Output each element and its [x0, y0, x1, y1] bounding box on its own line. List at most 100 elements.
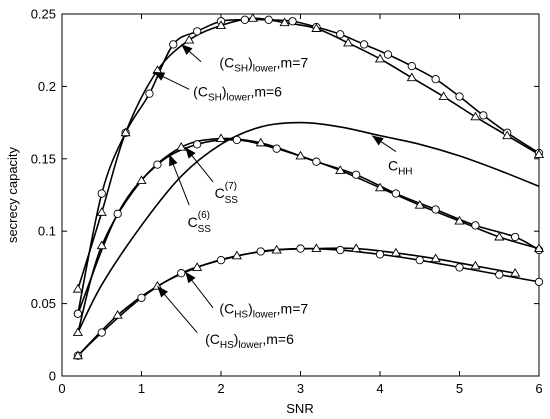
annotation-base: C	[215, 185, 225, 201]
point-hs6	[311, 243, 322, 253]
point-hs6	[271, 244, 282, 254]
point-ss7	[113, 209, 122, 218]
point-hs7	[97, 328, 106, 337]
point-sh6	[406, 72, 417, 82]
x-tick-label: 0	[58, 381, 65, 396]
point-hs6	[192, 262, 203, 271]
point-sh7	[407, 61, 416, 71]
y-tick-label: 0.2	[38, 79, 56, 94]
x-tick-label: 3	[297, 381, 304, 396]
point-hs7	[137, 293, 146, 302]
annotation-base: (C	[205, 331, 220, 347]
point-hs7	[256, 247, 265, 256]
arrow-head-ann_hs7	[185, 271, 196, 284]
arrow-head-ann_sh7	[181, 44, 193, 56]
point-ss6	[215, 133, 227, 142]
y-tick-label: 0.1	[38, 224, 56, 239]
point-ss6	[136, 175, 147, 184]
arrow-head-ann_sh6	[153, 71, 166, 81]
point-hs7	[534, 277, 544, 287]
point-hs7	[495, 270, 504, 279]
annotation-base: (C	[219, 55, 234, 71]
point-ss6	[335, 165, 346, 174]
point-sh7	[264, 15, 273, 24]
point-ss6	[176, 142, 187, 151]
arrow-head-ann_hs6	[157, 286, 168, 298]
point-sh6	[374, 53, 386, 63]
point-hs7	[336, 245, 345, 255]
annotation-sub: SH	[208, 93, 222, 104]
annotation-label-ann_sh6: (CSH)lower,m=6	[193, 84, 282, 104]
point-ss7	[312, 157, 321, 166]
x-tick-label: 5	[456, 381, 463, 396]
point-ss7	[272, 144, 281, 153]
y-tick-label: 0.25	[31, 7, 56, 22]
point-hs6	[72, 350, 83, 360]
annotation-label-ann_hh: CHH	[388, 157, 413, 177]
point-sh6	[502, 130, 513, 140]
point-sh6	[120, 127, 131, 137]
annotation-rest: ,m=7	[277, 55, 309, 71]
annotation-tail: )	[248, 55, 253, 71]
annotation-tail: )	[248, 301, 253, 317]
annotation-sub2: lower	[253, 64, 278, 75]
point-ss6	[454, 215, 465, 225]
annotation-sub: HS	[220, 340, 234, 351]
annotation-sub: SS	[198, 224, 212, 235]
x-tick-label: 4	[376, 381, 383, 396]
point-ss6	[255, 137, 266, 147]
point-ss6	[533, 243, 545, 253]
y-tick-label: 0	[49, 369, 56, 384]
point-sh6	[470, 111, 481, 121]
annotation-label-ann_hs6: (CHS)lower,m=6	[205, 331, 294, 351]
point-sh6	[343, 37, 354, 47]
point-hs6	[231, 250, 242, 260]
point-ss6	[295, 150, 306, 160]
annotation-rest: ,m=7	[277, 301, 309, 317]
point-sh6	[279, 17, 290, 27]
point-sh6	[215, 20, 227, 30]
point-ss7	[431, 205, 440, 214]
point-sh7	[383, 50, 393, 59]
annotation-tail: )	[234, 331, 239, 347]
point-sh6	[311, 23, 322, 32]
point-hs6	[351, 243, 362, 253]
annotation-sub2: lower	[238, 340, 263, 351]
point-sh7	[145, 89, 154, 98]
point-sh7	[336, 30, 345, 39]
point-hs7	[375, 250, 385, 259]
annotation-base: C	[188, 214, 198, 230]
y-tick-label: 0.05	[31, 296, 56, 311]
x-tick-label: 6	[535, 381, 542, 396]
point-sh7	[479, 111, 488, 120]
point-ss7	[73, 309, 83, 318]
point-hs6	[112, 309, 123, 319]
point-sh6	[96, 207, 107, 216]
point-ss7	[471, 221, 480, 230]
point-hs7	[177, 269, 186, 278]
annotation-sub: HS	[234, 310, 248, 321]
point-sh6	[184, 34, 195, 44]
point-sh6	[247, 13, 258, 22]
point-sh7	[97, 189, 106, 198]
point-ss7	[153, 160, 162, 169]
annotation-tail: )	[222, 84, 227, 100]
annotation-label-ann_hs7: (CHS)lower,m=7	[219, 301, 308, 321]
annotation-base: C	[388, 157, 398, 173]
point-sh7	[240, 15, 250, 24]
arrow-head-ann_hh	[372, 135, 384, 146]
annotation-label-ann_ss7: C(7) SS	[215, 181, 239, 206]
y-axis-label: secrecy capacity	[5, 146, 20, 243]
point-ss6	[72, 327, 83, 337]
annotation-base: (C	[219, 301, 234, 317]
point-hs7	[216, 256, 226, 265]
point-ss7	[192, 140, 202, 149]
point-sh6	[72, 283, 83, 293]
annotation-sub2: lower	[253, 310, 278, 321]
point-hs7	[296, 244, 305, 253]
annotation-sub2: lower	[227, 93, 252, 104]
point-hs7	[455, 263, 464, 272]
series-line-hh	[77, 121, 540, 333]
